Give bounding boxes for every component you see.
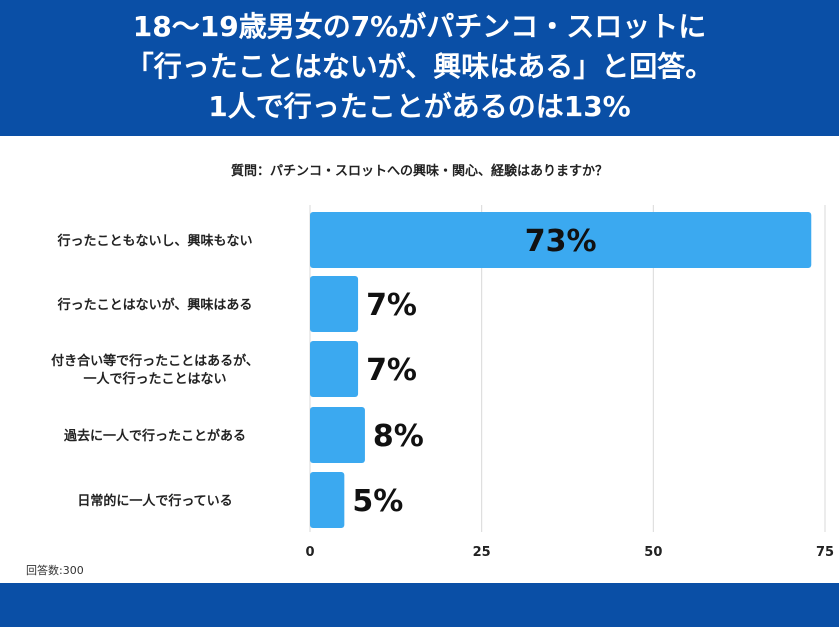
headline-line-2: 「行ったことはないが、興味はある」と回答。	[125, 50, 714, 83]
bar	[310, 341, 359, 397]
bar	[310, 276, 359, 332]
data-label: 8%	[373, 419, 424, 454]
data-label: 5%	[352, 484, 403, 519]
category-label: 行ったこともないし、興味もない	[56, 233, 252, 249]
x-tick-label: 0	[305, 545, 314, 560]
sample-size: 回答数:300	[26, 564, 84, 577]
data-label: 7%	[366, 353, 417, 388]
bar	[310, 472, 345, 528]
data-label: 73%	[525, 224, 597, 259]
header-banner: 18〜19歳男女の7%がパチンコ・スロットに 「行ったことはないが、興味はある」…	[0, 0, 839, 136]
headline-line-1: 18〜19歳男女の7%がパチンコ・スロットに	[132, 10, 707, 43]
footer-banner	[0, 583, 839, 627]
bar	[310, 407, 365, 463]
x-tick-label: 50	[644, 545, 662, 560]
category-label: 行ったことはないが、興味はある	[57, 297, 253, 313]
data-label: 7%	[366, 288, 417, 323]
x-tick-label: 75	[816, 545, 834, 560]
headline-line-3: 1人で行ったことがあるのは13%	[208, 90, 631, 123]
category-label: 過去に一人で行ったことがある	[63, 428, 246, 444]
chart-title: 質問：パチンコ・スロットへの興味・関心、経験はありますか？	[230, 164, 608, 179]
x-tick-label: 25	[473, 545, 491, 560]
category-label: 付き合い等で行ったことはあるが、	[51, 353, 259, 369]
category-label: 日常的に一人で行っている	[77, 493, 232, 509]
bar	[310, 212, 812, 268]
category-label: 一人で行ったことはない	[83, 371, 226, 387]
